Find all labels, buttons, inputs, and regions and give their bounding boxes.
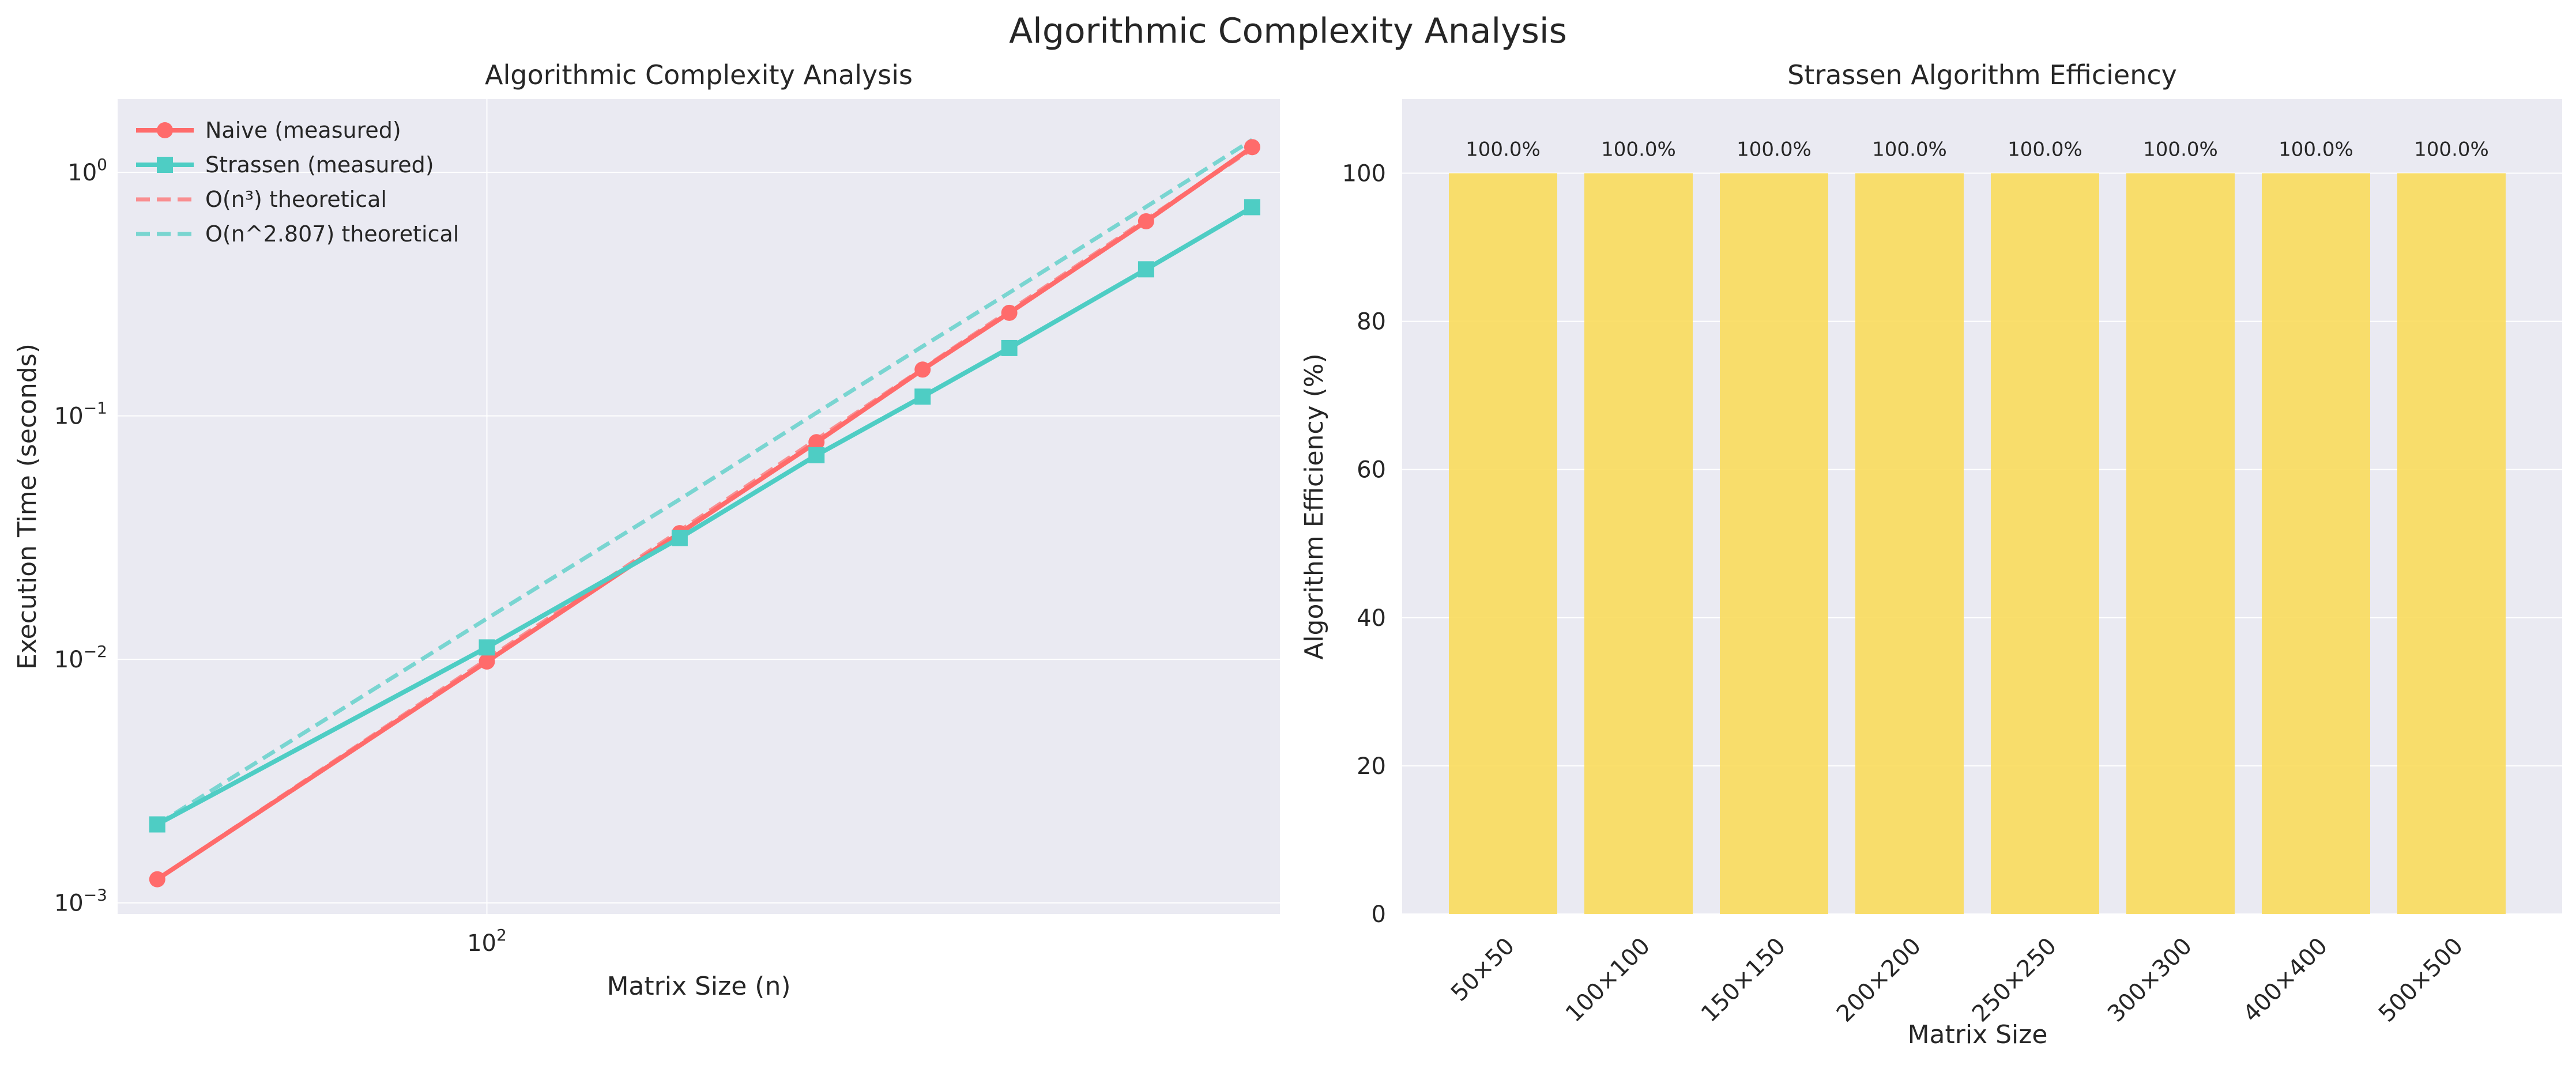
tick-base: 10: [54, 647, 84, 673]
bar-chart-plot-area: [1402, 99, 2562, 914]
bar-chart-x-tick-label: 500×500: [2374, 933, 2468, 1028]
efficiency-bar: [2262, 173, 2370, 915]
bar-data-label: 100.0%: [2279, 138, 2353, 161]
naive-marker: [1244, 139, 1260, 156]
tick-exponent: −3: [84, 886, 107, 905]
line-chart-y-tick-label: 10−2: [54, 642, 107, 673]
line-chart-y-tick-label: 10−1: [54, 399, 107, 430]
tick-base: 10: [67, 160, 97, 186]
bar-chart-bars: [1449, 173, 2506, 915]
efficiency-bar: [2126, 173, 2235, 915]
bar-data-label: 100.0%: [1872, 138, 1947, 161]
bar-chart-title: Strassen Algorithm Efficiency: [1787, 59, 2177, 90]
bar-data-label: 100.0%: [2414, 138, 2489, 161]
bar-data-label: 100.0%: [2008, 138, 2082, 161]
bar-data-label: 100.0%: [2143, 138, 2218, 161]
line-chart-x-ticks: 102: [467, 926, 507, 957]
efficiency-bar: [1720, 173, 1828, 915]
bar-chart-y-ticks: 0 20 40 60 80 100: [1342, 161, 1386, 928]
line-chart-y-axis-label: Execution Time (seconds): [13, 343, 42, 670]
line-series-2: [156, 205, 1253, 827]
bar-chart-y-tick-label: 60: [1357, 457, 1386, 484]
tick-exponent: −2: [84, 642, 107, 661]
bar-chart-y-axis-label: Algorithm Efficiency (%): [1300, 353, 1329, 660]
legend-label: O(n³) theoretical: [205, 187, 387, 212]
naive-marker: [808, 434, 825, 451]
efficiency-bar: [1991, 173, 2099, 915]
bar-data-label: 100.0%: [1601, 138, 1676, 161]
line-chart-legend: Naive (measured) Strassen (measured) O(n³)…: [136, 118, 459, 247]
line-chart-x-axis-label: Matrix Size (n): [607, 972, 790, 1001]
naive-marker: [914, 361, 931, 378]
line-chart-y-tick-label: 10−3: [54, 886, 107, 917]
naive-marker: [479, 653, 495, 670]
tick-base: 10: [54, 403, 84, 430]
bar-chart-x-ticks: 50×50 100×100 150×150 200×200 250×250 300×300…: [1446, 933, 2468, 1028]
line-series-4: [156, 138, 1253, 826]
tick-exponent: −1: [84, 399, 107, 418]
figure-suptitle: Algorithmic Complexity Analysis: [1009, 11, 1567, 51]
bar-chart-y-tick-label: 0: [1372, 901, 1386, 928]
line-chart-x-tick-label: 102: [467, 926, 507, 957]
naive-marker: [1138, 213, 1154, 229]
bar-chart-x-tick-label: 50×50: [1446, 933, 1520, 1007]
strassen-marker: [1138, 261, 1154, 278]
strassen-marker: [914, 388, 931, 405]
line-chart-title: Algorithmic Complexity Analysis: [485, 59, 913, 90]
bar-chart-x-axis-label: Matrix Size: [1908, 1020, 2048, 1049]
bar-chart-data-labels: 100.0% 100.0% 100.0% 100.0% 100.0% 100.0% 100.…: [1466, 138, 2489, 161]
naive-marker: [149, 871, 165, 888]
efficiency-bar: [1584, 173, 1693, 915]
legend-marker: [157, 122, 173, 138]
strassen-marker: [1001, 339, 1018, 356]
line-chart-gridlines: [118, 99, 1280, 914]
strassen-marker: [479, 639, 495, 656]
legend-label: Strassen (measured): [205, 152, 434, 178]
bar-chart-y-tick-label: 100: [1342, 161, 1386, 187]
tick-exponent: 0: [97, 155, 107, 174]
bar-chart-x-tick-label: 150×150: [1696, 933, 1791, 1028]
strassen-marker: [671, 530, 688, 546]
line-chart-y-tick-label: 100: [67, 155, 107, 186]
efficiency-bar: [1449, 173, 1557, 915]
strassen-marker: [1244, 199, 1260, 216]
bar-chart-x-tick-label: 100×100: [1561, 933, 1655, 1028]
legend-label: Naive (measured): [205, 118, 401, 143]
bar-chart-y-tick-label: 80: [1357, 309, 1386, 335]
bar-data-label: 100.0%: [1737, 138, 1812, 161]
strassen-marker: [808, 447, 825, 463]
bar-chart-y-tick-label: 40: [1357, 605, 1386, 632]
naive-marker: [1001, 304, 1018, 321]
line-series-1: [156, 145, 1254, 882]
bar-data-label: 100.0%: [1466, 138, 1541, 161]
efficiency-bar: [2397, 173, 2506, 915]
strassen-marker: [149, 816, 165, 833]
tick-base: 10: [467, 930, 496, 957]
legend-marker: [157, 157, 173, 173]
bar-chart-x-tick-label: 200×200: [1832, 933, 1926, 1028]
bar-chart-x-tick-label: 250×250: [1967, 933, 2062, 1028]
bar-chart-x-tick-label: 300×300: [2103, 933, 2197, 1028]
legend-label: O(n^2.807) theoretical: [205, 221, 459, 247]
efficiency-bar: [1855, 173, 1964, 915]
tick-exponent: 2: [496, 926, 507, 945]
bar-chart-y-tick-label: 20: [1357, 753, 1386, 780]
line-chart-series: [156, 138, 1254, 882]
efficiency-bar-chart: 100.0% 100.0% 100.0% 100.0% 100.0% 100.0% 100.…: [1300, 59, 2562, 1049]
line-chart-markers: [149, 139, 1260, 888]
tick-base: 10: [54, 890, 84, 917]
bar-chart-x-tick-label: 400×400: [2238, 933, 2333, 1028]
